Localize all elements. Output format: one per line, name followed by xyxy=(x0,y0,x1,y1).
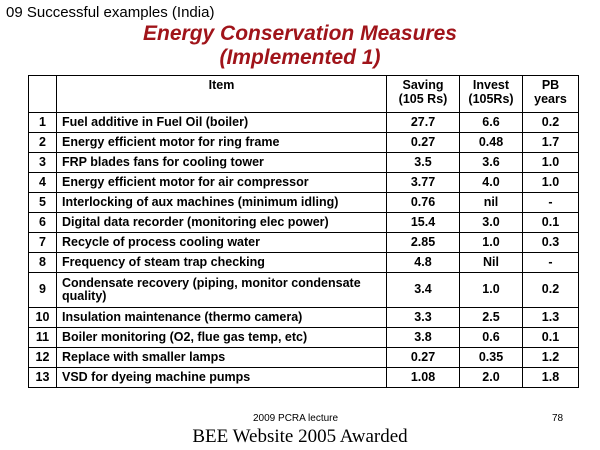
row-saving: 2.85 xyxy=(386,232,460,253)
table-row: 10 Insulation maintenance (thermo camera)… xyxy=(28,307,579,328)
table-header-row: Item Saving (105 Rs) Invest (105Rs) PB y… xyxy=(28,75,579,113)
row-item: Recycle of process cooling water xyxy=(56,232,387,253)
row-payback: 1.0 xyxy=(522,172,579,193)
row-item: Frequency of steam trap checking xyxy=(56,252,387,273)
row-invest: 1.0 xyxy=(459,232,523,253)
row-saving: 0.76 xyxy=(386,192,460,213)
row-invest: 0.35 xyxy=(459,347,523,368)
row-item: Interlocking of aux machines (minimum id… xyxy=(56,192,387,213)
row-number: 5 xyxy=(28,192,57,213)
row-payback: 1.0 xyxy=(522,152,579,173)
row-invest: nil xyxy=(459,192,523,213)
header-invest-line2: (105Rs) xyxy=(468,91,514,106)
section-kicker: 09 Successful examples (India) xyxy=(6,4,215,21)
table-row: 5 Interlocking of aux machines (minimum i… xyxy=(28,192,579,213)
slide-title: Energy Conservation Measures xyxy=(143,22,457,45)
row-invest: Nil xyxy=(459,252,523,273)
table-row: 4 Energy efficient motor for air compress… xyxy=(28,172,579,193)
row-invest: 0.6 xyxy=(459,327,523,348)
row-invest: 3.6 xyxy=(459,152,523,173)
table-row: 8 Frequency of steam trap checking 4.8 Nil - xyxy=(28,252,579,273)
row-number: 3 xyxy=(28,152,57,173)
header-payback: PB years xyxy=(522,75,579,113)
row-saving: 3.4 xyxy=(386,272,460,308)
row-payback: 0.1 xyxy=(522,212,579,233)
row-item: Boiler monitoring (O2, flue gas temp, et… xyxy=(56,327,387,348)
row-item: Energy efficient motor for ring frame xyxy=(56,132,387,153)
table-row: 11 Boiler monitoring (O2, flue gas temp, … xyxy=(28,327,579,348)
row-invest: 2.5 xyxy=(459,307,523,328)
row-payback: 1.7 xyxy=(522,132,579,153)
row-payback: 1.3 xyxy=(522,307,579,328)
header-payback-line1: PB xyxy=(541,78,560,92)
row-invest: 4.0 xyxy=(459,172,523,193)
row-saving: 3.3 xyxy=(386,307,460,328)
row-payback: 0.2 xyxy=(522,112,579,133)
row-number: 6 xyxy=(28,212,57,233)
row-item: Insulation maintenance (thermo camera) xyxy=(56,307,387,328)
slide-subtitle: (Implemented 1) xyxy=(219,46,381,69)
header-saving-line1: Saving xyxy=(402,78,444,92)
table-row: 13 VSD for dyeing machine pumps 1.08 2.0 1.8 xyxy=(28,367,579,388)
row-payback: 1.2 xyxy=(522,347,579,368)
header-no xyxy=(28,75,57,113)
measures-table: Item Saving (105 Rs) Invest (105Rs) PB y… xyxy=(28,75,579,388)
footer-lecture: 2009 PCRA lecture xyxy=(253,413,339,424)
row-number: 4 xyxy=(28,172,57,193)
row-payback: 0.2 xyxy=(522,272,579,308)
row-number: 2 xyxy=(28,132,57,153)
row-saving: 4.8 xyxy=(386,252,460,273)
row-item: Condensate recovery (piping, monitor con… xyxy=(56,272,387,308)
row-number: 9 xyxy=(28,272,57,308)
row-payback: - xyxy=(522,192,579,213)
row-number: 1 xyxy=(28,112,57,133)
row-item: VSD for dyeing machine pumps xyxy=(56,367,387,388)
header-saving-line2: (105 Rs) xyxy=(398,91,448,106)
row-saving: 3.8 xyxy=(386,327,460,348)
row-payback: - xyxy=(522,252,579,273)
row-invest: 0.48 xyxy=(459,132,523,153)
row-item: Digital data recorder (monitoring elec p… xyxy=(56,212,387,233)
row-item: FRP blades fans for cooling tower xyxy=(56,152,387,173)
row-invest: 2.0 xyxy=(459,367,523,388)
header-item: Item xyxy=(56,75,387,113)
row-invest: 1.0 xyxy=(459,272,523,308)
row-number: 8 xyxy=(28,252,57,273)
header-invest-line1: Invest xyxy=(472,78,510,92)
table-row: 2 Energy efficient motor for ring frame 0.… xyxy=(28,132,579,153)
row-saving: 3.77 xyxy=(386,172,460,193)
header-invest: Invest (105Rs) xyxy=(459,75,523,113)
page-number: 78 xyxy=(552,413,564,424)
row-item: Fuel additive in Fuel Oil (boiler) xyxy=(56,112,387,133)
row-saving: 3.5 xyxy=(386,152,460,173)
table-row: 3 FRP blades fans for cooling tower 3.5 3.6… xyxy=(28,152,579,173)
award-caption: BEE Website 2005 Awarded xyxy=(192,426,408,447)
header-payback-line2: years xyxy=(534,91,567,106)
table-row: 6 Digital data recorder (monitoring elec … xyxy=(28,212,579,233)
table-row: 9 Condensate recovery (piping, monitor co… xyxy=(28,272,579,308)
row-item: Replace with smaller lamps xyxy=(56,347,387,368)
row-invest: 6.6 xyxy=(459,112,523,133)
row-saving: 0.27 xyxy=(386,132,460,153)
row-payback: 0.3 xyxy=(522,232,579,253)
table-row: 12 Replace with smaller lamps 0.27 0.35 1.2 xyxy=(28,347,579,368)
row-number: 12 xyxy=(28,347,57,368)
row-saving: 1.08 xyxy=(386,367,460,388)
row-saving: 15.4 xyxy=(386,212,460,233)
table-row: 7 Recycle of process cooling water 2.85 1.0… xyxy=(28,232,579,253)
row-number: 13 xyxy=(28,367,57,388)
row-invest: 3.0 xyxy=(459,212,523,233)
row-payback: 0.1 xyxy=(522,327,579,348)
row-number: 10 xyxy=(28,307,57,328)
row-number: 11 xyxy=(28,327,57,348)
table-row: 1 Fuel additive in Fuel Oil (boiler) 27.7 6… xyxy=(28,112,579,133)
row-saving: 0.27 xyxy=(386,347,460,368)
row-saving: 27.7 xyxy=(386,112,460,133)
row-item: Energy efficient motor for air compresso… xyxy=(56,172,387,193)
header-saving: Saving (105 Rs) xyxy=(386,75,460,113)
row-payback: 1.8 xyxy=(522,367,579,388)
row-number: 7 xyxy=(28,232,57,253)
